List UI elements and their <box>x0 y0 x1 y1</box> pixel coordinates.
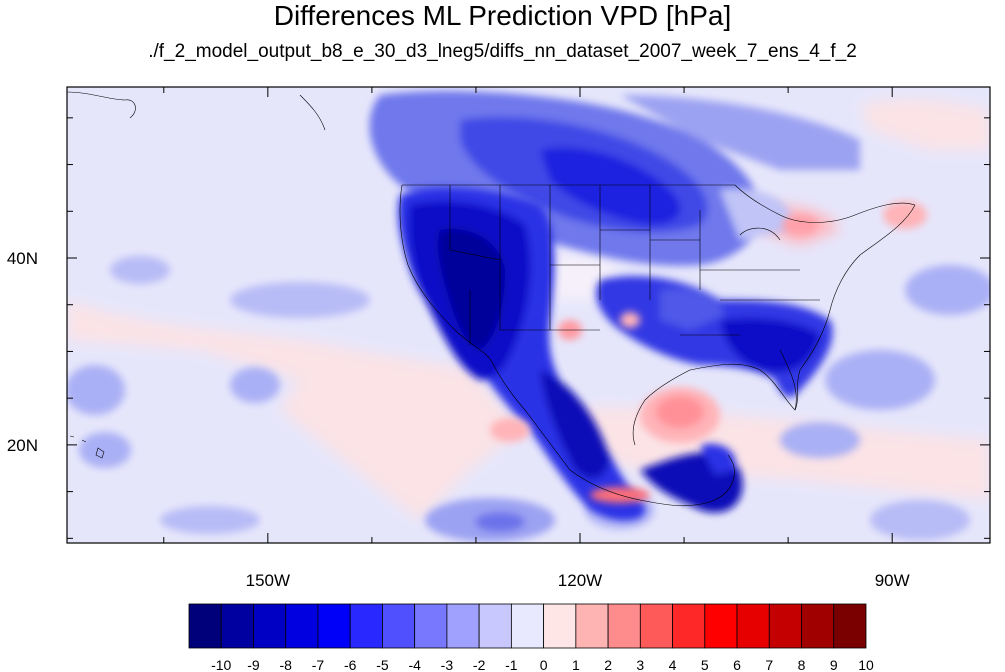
positive-anomalies <box>490 201 927 503</box>
lon-label: 90W <box>875 571 910 590</box>
colorbar-label: 5 <box>701 657 709 672</box>
colorbar-label: -8 <box>279 657 292 672</box>
alaska-coast <box>66 91 326 131</box>
lat-label: 20N <box>7 436 38 455</box>
colorbar-label: -3 <box>441 657 454 672</box>
colorbar-label: 6 <box>733 657 741 672</box>
lon-label: 120W <box>558 571 602 590</box>
axis-ticks <box>67 87 990 543</box>
colorbar-swatch <box>382 603 416 649</box>
colorbar-swatch <box>575 603 609 649</box>
colorbar-label: 3 <box>636 657 644 672</box>
colorbar-swatch <box>285 603 319 649</box>
central-america-negative <box>640 443 743 513</box>
colorbar-swatch <box>349 603 383 649</box>
colorbar-label: 4 <box>669 657 677 672</box>
colorbar-label: 10 <box>858 657 874 672</box>
colorbar-labels: -10 -9 -8 -7 -6 -5 -4 -3 -2 -1 0 1 2 3 4 5 6 7 8 9 10 <box>211 657 874 672</box>
colorbar-swatch <box>672 603 706 649</box>
colorbar-label: 9 <box>830 657 838 672</box>
colorbar-swatch <box>446 603 480 649</box>
colorbar-swatch <box>317 603 351 649</box>
colorbar-swatch <box>607 603 641 649</box>
map-title: Differences ML Prediction VPD [hPa] <box>273 0 732 31</box>
northern-negative-region <box>369 90 860 266</box>
colorbar-label: 2 <box>604 657 612 672</box>
plot-frame <box>66 86 991 544</box>
lat-label: 40N <box>7 249 38 268</box>
colorbar-label: 7 <box>765 657 773 672</box>
map-subtitle: ./f_2_model_output_b8_e_30_d3_lneg5/diff… <box>148 41 857 62</box>
longitude-labels: 150W 120W 90W <box>246 571 910 590</box>
colorbar-swatch <box>220 603 254 649</box>
latitude-labels: 40N 20N <box>7 249 38 455</box>
colorbar-label: -2 <box>473 657 486 672</box>
colorbar-label: -1 <box>505 657 518 672</box>
colorbar-swatch <box>510 603 545 649</box>
colorbar-swatch <box>736 603 770 649</box>
coastlines-and-borders <box>399 184 916 507</box>
colorbar-swatch <box>188 603 222 649</box>
colorbar <box>188 603 867 649</box>
colorbar-swatch <box>543 603 577 649</box>
colorbar-label: -6 <box>344 657 357 672</box>
colorbar-swatch <box>414 603 448 649</box>
colorbar-swatch <box>801 603 835 649</box>
colorbar-label: 8 <box>798 657 806 672</box>
hawaii-islands <box>69 435 105 459</box>
colorbar-label: -7 <box>312 657 325 672</box>
colorbar-label: -5 <box>376 657 389 672</box>
colorbar-label: -9 <box>247 657 260 672</box>
colorbar-swatch <box>478 603 512 649</box>
colorbar-swatch <box>704 603 738 649</box>
colorbar-label: -4 <box>408 657 421 672</box>
colorbar-swatch <box>639 603 673 649</box>
colorbar-label: -10 <box>211 657 231 672</box>
colorbar-swatch <box>768 603 802 649</box>
colorbar-swatch <box>833 603 867 649</box>
lon-label: 150W <box>246 571 290 590</box>
colorbar-swatch <box>253 603 287 649</box>
colorbar-label: 1 <box>572 657 580 672</box>
colorbar-label: 0 <box>540 657 548 672</box>
anomaly-field <box>67 87 990 543</box>
eastern-negative-region <box>596 276 833 398</box>
